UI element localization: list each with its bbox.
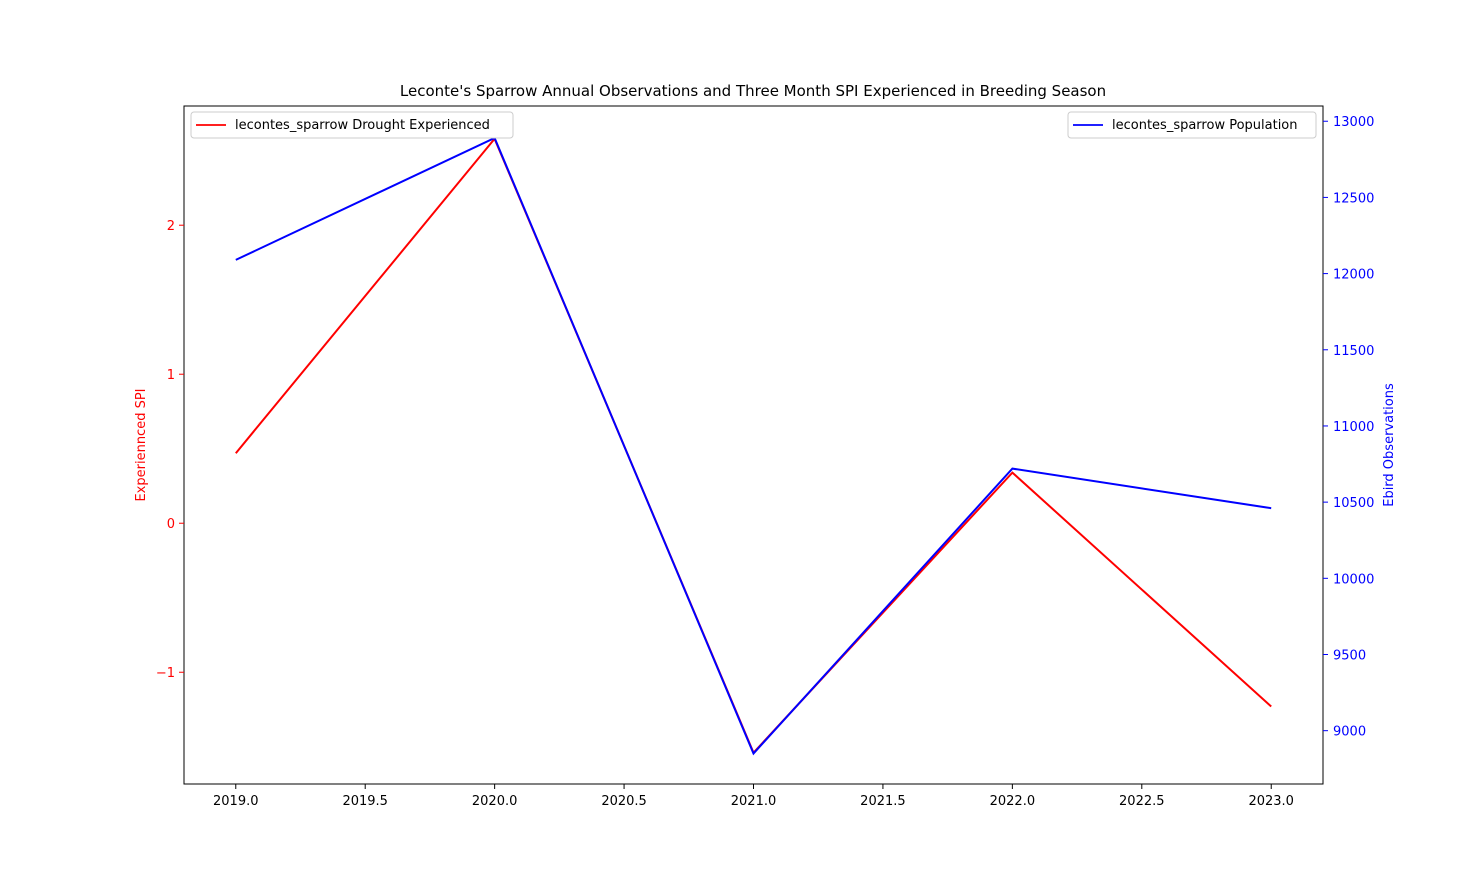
- left-axis-label: Experiennced SPI: [134, 388, 149, 501]
- series-line-population: [235, 136, 1272, 756]
- x-tick-label: 2021.5: [860, 794, 906, 809]
- right-tick-label: 11500: [1333, 344, 1374, 359]
- x-axis: 2019.0 2019.5 2020.0 2020.5 2021.0 2021.5 2022…: [213, 784, 1294, 809]
- legend-population: lecontes_sparrow Population: [1067, 111, 1317, 139]
- right-tick-label: 10500: [1333, 496, 1374, 511]
- left-tick-label: 0: [167, 517, 175, 532]
- series-line-drought: [235, 136, 1272, 755]
- legend-drought: lecontes_sparrow Drought Experienced: [190, 111, 514, 139]
- legend-box: [190, 111, 514, 139]
- chart-title: Leconte's Sparrow Annual Observations an…: [400, 82, 1106, 100]
- legend-box: [1067, 111, 1317, 139]
- x-tick-label: 2023.0: [1248, 794, 1294, 809]
- left-y-axis: −1 0 1 2: [156, 219, 184, 681]
- series-layer: [235, 136, 1272, 756]
- x-tick-label: 2022.0: [990, 794, 1036, 809]
- left-tick-label: −1: [156, 666, 175, 681]
- right-tick-label: 11000: [1333, 420, 1374, 435]
- x-tick-label: 2022.5: [1119, 794, 1165, 809]
- right-tick-label: 12500: [1333, 191, 1374, 206]
- right-tick-label: 9000: [1333, 725, 1366, 740]
- x-tick-label: 2019.0: [213, 794, 259, 809]
- x-tick-label: 2020.0: [472, 794, 518, 809]
- right-tick-label: 13000: [1333, 115, 1374, 130]
- x-tick-label: 2019.5: [342, 794, 388, 809]
- right-tick-label: 9500: [1333, 648, 1366, 663]
- legend-label-population: lecontes_sparrow Population: [1112, 118, 1298, 133]
- x-tick-label: 2021.0: [731, 794, 777, 809]
- right-axis-label: Ebird Observations: [1382, 383, 1397, 507]
- right-tick-label: 12000: [1333, 268, 1374, 283]
- left-tick-label: 2: [167, 219, 175, 234]
- right-y-axis: 9000 9500 10000 10500 11000 11500 12000 12500 13…: [1323, 115, 1374, 740]
- right-tick-label: 10000: [1333, 572, 1374, 587]
- left-tick-label: 1: [167, 368, 175, 383]
- plot-area: [183, 105, 1324, 785]
- x-tick-label: 2020.5: [601, 794, 647, 809]
- legend-label-drought: lecontes_sparrow Drought Experienced: [235, 118, 490, 133]
